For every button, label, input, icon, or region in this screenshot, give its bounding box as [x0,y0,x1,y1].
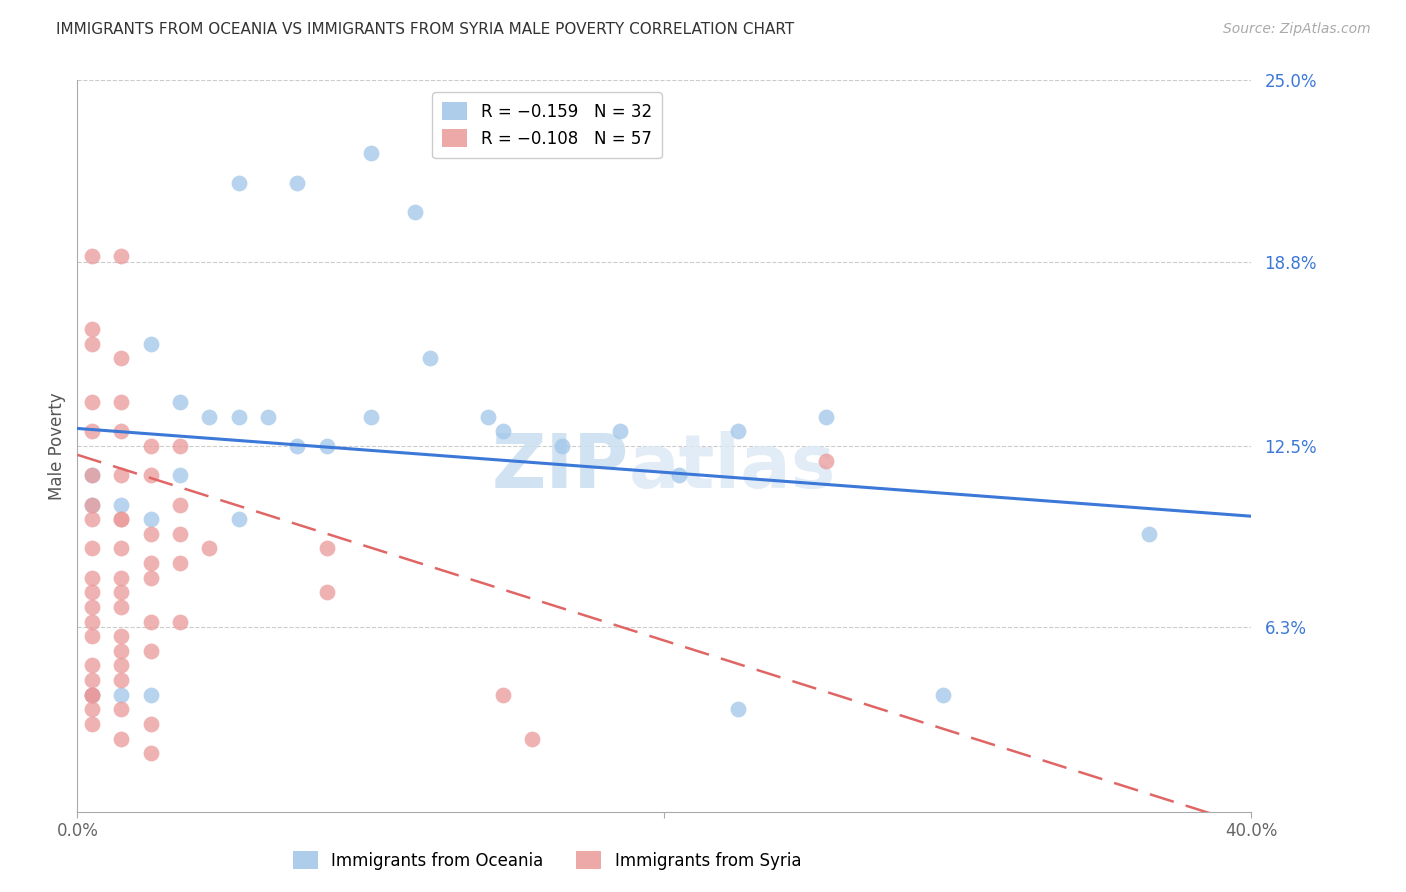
Point [198,409,221,424]
Point [814,453,837,467]
Point [80,688,103,702]
Point [257,409,280,424]
Point [80,658,103,673]
Point [110,585,132,599]
Point [80,615,103,629]
Point [80,673,103,687]
Point [727,425,749,439]
Point [228,512,250,526]
Point [315,585,337,599]
Point [139,688,162,702]
Point [110,468,132,483]
Text: ZIP: ZIP [492,432,628,505]
Point [80,425,103,439]
Point [169,439,191,453]
Point [80,322,103,336]
Point [110,571,132,585]
Point [80,585,103,599]
Point [110,673,132,687]
Point [139,571,162,585]
Point [80,468,103,483]
Legend: Immigrants from Oceania, Immigrants from Syria: Immigrants from Oceania, Immigrants from… [285,845,808,877]
Point [80,336,103,351]
Point [110,599,132,614]
Point [80,512,103,526]
Point [110,395,132,409]
Point [80,688,103,702]
Point [110,512,132,526]
Point [110,249,132,263]
Point [110,629,132,643]
Point [315,439,337,453]
Point [287,439,309,453]
Point [360,409,382,424]
Point [522,731,544,746]
Y-axis label: Male Poverty: Male Poverty [48,392,66,500]
Point [477,409,499,424]
Point [198,541,221,556]
Point [110,498,132,512]
Point [110,541,132,556]
Point [169,395,191,409]
Point [287,176,309,190]
Point [110,702,132,716]
Point [492,425,515,439]
Point [80,541,103,556]
Point [169,468,191,483]
Point [80,395,103,409]
Point [609,425,631,439]
Point [139,615,162,629]
Point [110,351,132,366]
Point [1137,526,1160,541]
Point [169,526,191,541]
Point [110,658,132,673]
Point [110,425,132,439]
Point [139,336,162,351]
Text: Source: ZipAtlas.com: Source: ZipAtlas.com [1223,22,1371,37]
Point [139,644,162,658]
Point [169,498,191,512]
Point [110,512,132,526]
Point [139,468,162,483]
Point [228,409,250,424]
Point [360,146,382,161]
Point [139,439,162,453]
Point [228,176,250,190]
Point [139,526,162,541]
Point [80,249,103,263]
Point [80,702,103,716]
Point [668,468,690,483]
Point [932,688,955,702]
Point [80,688,103,702]
Point [80,498,103,512]
Point [80,629,103,643]
Point [814,409,837,424]
Text: atlas: atlas [628,432,837,505]
Point [315,541,337,556]
Point [110,731,132,746]
Point [169,615,191,629]
Point [80,498,103,512]
Point [169,556,191,570]
Point [139,717,162,731]
Point [404,205,426,219]
Point [80,571,103,585]
Point [419,351,441,366]
Point [727,702,749,716]
Point [139,746,162,760]
Point [80,717,103,731]
Point [492,688,515,702]
Text: IMMIGRANTS FROM OCEANIA VS IMMIGRANTS FROM SYRIA MALE POVERTY CORRELATION CHART: IMMIGRANTS FROM OCEANIA VS IMMIGRANTS FR… [56,22,794,37]
Point [80,468,103,483]
Point [110,644,132,658]
Point [139,556,162,570]
Point [139,512,162,526]
Point [550,439,572,453]
Point [80,599,103,614]
Point [110,688,132,702]
